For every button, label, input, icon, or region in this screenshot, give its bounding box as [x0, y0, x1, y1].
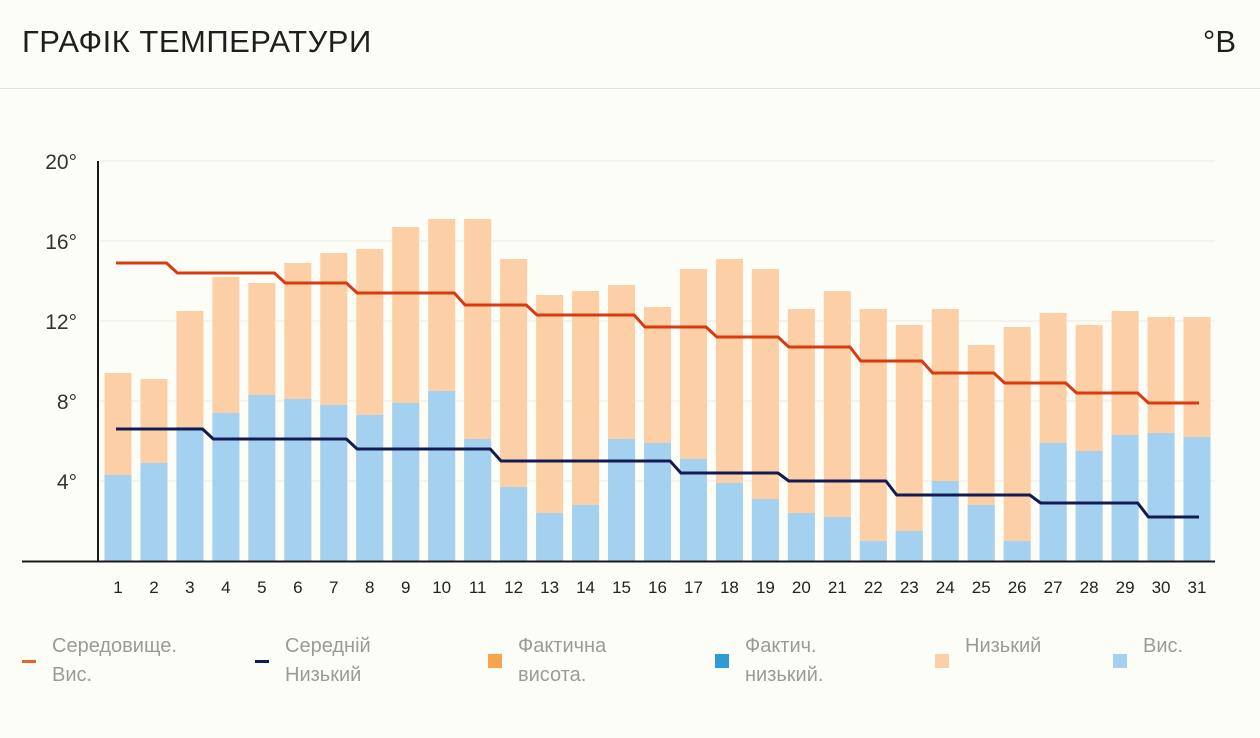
legend-label: Середній Низький [285, 635, 371, 686]
x-tick-label: 28 [1080, 578, 1099, 597]
legend-item[interactable]: Середовище. Вис. [22, 632, 177, 690]
x-tick-label: 27 [1044, 578, 1063, 597]
high-bar [1147, 433, 1175, 561]
high-bar [1003, 541, 1031, 561]
legend-line-swatch [255, 660, 269, 663]
high-bar [644, 443, 671, 561]
x-tick-label: 25 [972, 578, 991, 597]
x-tick-label: 22 [864, 578, 883, 597]
avg-high-line [115, 261, 1200, 405]
high-bar [1075, 451, 1103, 561]
x-tick-label: 3 [185, 578, 194, 597]
legend-item[interactable]: Фактич. низький. [715, 632, 823, 690]
high-bar [572, 505, 600, 561]
low-bar [859, 309, 887, 561]
high-bar [679, 459, 707, 561]
x-tick-label: 30 [1152, 578, 1171, 597]
x-tick-label: 13 [540, 578, 559, 597]
x-tick-label: 7 [329, 578, 338, 597]
legend-label: Вис. [1143, 635, 1184, 657]
y-tick-label: 12° [45, 311, 77, 334]
high-bar [1111, 435, 1139, 561]
page-title: ГРАФІК ТЕМПЕРАТУРИ [22, 24, 372, 59]
high-bar [895, 531, 923, 561]
legend-label: Фактич. низький. [745, 635, 824, 686]
x-tick-label: 8 [365, 578, 374, 597]
x-tick-label: 16 [648, 578, 667, 597]
high-bar [751, 499, 779, 561]
high-bar [931, 481, 959, 561]
lines [115, 261, 1200, 519]
x-tick-label: 23 [900, 578, 919, 597]
legend-box-swatch [1113, 654, 1127, 668]
x-tick-label: 10 [432, 578, 451, 597]
x-tick-label: 5 [257, 578, 266, 597]
x-tick-label: 29 [1116, 578, 1135, 597]
low-bar [823, 291, 851, 561]
x-tick-label: 4 [221, 578, 230, 597]
legend-item[interactable]: Фактична висота. [488, 632, 606, 690]
legend-item[interactable]: Низький [935, 632, 1041, 668]
legend-label: Низький [965, 635, 1042, 657]
x-tick-label: 17 [684, 578, 703, 597]
unit-toggle[interactable]: °В [1202, 24, 1236, 59]
high-bar [428, 391, 456, 561]
high-bar [500, 487, 528, 561]
bars [104, 219, 1211, 561]
legend-box-swatch [715, 654, 729, 668]
x-tick-label: 1 [113, 578, 122, 597]
x-tick-label: 15 [612, 578, 631, 597]
x-tick-label: 24 [936, 578, 955, 597]
high-bar [248, 395, 276, 561]
high-bar [967, 505, 995, 561]
y-tick-label: 16° [45, 231, 77, 254]
legend: Середовище. Вис. Середній Низький Фактична… [0, 632, 1260, 702]
legend-box-swatch [935, 654, 949, 668]
x-tick-label: 14 [576, 578, 595, 597]
y-tick-label: 4° [57, 471, 77, 494]
high-bar [104, 475, 132, 561]
low-bar [895, 325, 923, 561]
x-tick-label: 18 [720, 578, 739, 597]
high-bar [536, 513, 564, 561]
x-tick-label: 12 [504, 578, 523, 597]
legend-label: Середовище. Вис. [52, 635, 177, 686]
high-bar [284, 399, 312, 561]
high-bar [787, 513, 815, 561]
avg-low-line [115, 427, 1200, 519]
legend-item[interactable]: Вис. [1113, 632, 1183, 668]
high-bar [140, 463, 168, 561]
x-tick-label: 19 [756, 578, 775, 597]
x-tick-label: 2 [149, 578, 158, 597]
x-tick-label: 20 [792, 578, 811, 597]
high-bar [608, 439, 636, 561]
legend-label: Фактична висота. [518, 635, 607, 686]
x-tick-label: 6 [293, 578, 302, 597]
high-bar [320, 405, 348, 561]
x-tick-label: 9 [401, 578, 410, 597]
high-bar [464, 439, 492, 561]
x-tick-label: 26 [1008, 578, 1027, 597]
x-tick-label: 11 [469, 578, 487, 597]
legend-box-swatch [488, 654, 502, 668]
axes [22, 161, 1215, 563]
x-tick-label: 31 [1188, 578, 1207, 597]
y-tick-label: 8° [57, 391, 77, 414]
high-bar [859, 541, 887, 561]
y-tick-label: 20° [45, 151, 77, 174]
high-bar [176, 427, 204, 561]
legend-line-swatch [22, 660, 36, 663]
high-bar [715, 483, 743, 561]
legend-item[interactable]: Середній Низький [255, 632, 371, 690]
header: ГРАФІК ТЕМПЕРАТУРИ °В [0, 0, 1260, 89]
high-bar [823, 517, 851, 561]
low-bar [1003, 327, 1031, 561]
high-bar [1183, 437, 1211, 561]
high-bar [392, 403, 420, 561]
tick-labels: 4°8°12°16°20°1 2 3 4 5 6 7 8 9 10 11 12 13 14 15 16 17 18… [45, 151, 1206, 597]
high-bar [356, 415, 384, 561]
temperature-chart: 4°8°12°16°20°1 2 3 4 5 6 7 8 9 10 11 12 13 14 15 16 17 18… [22, 151, 1215, 597]
x-tick-label: 21 [828, 578, 847, 597]
high-bar [212, 413, 240, 561]
